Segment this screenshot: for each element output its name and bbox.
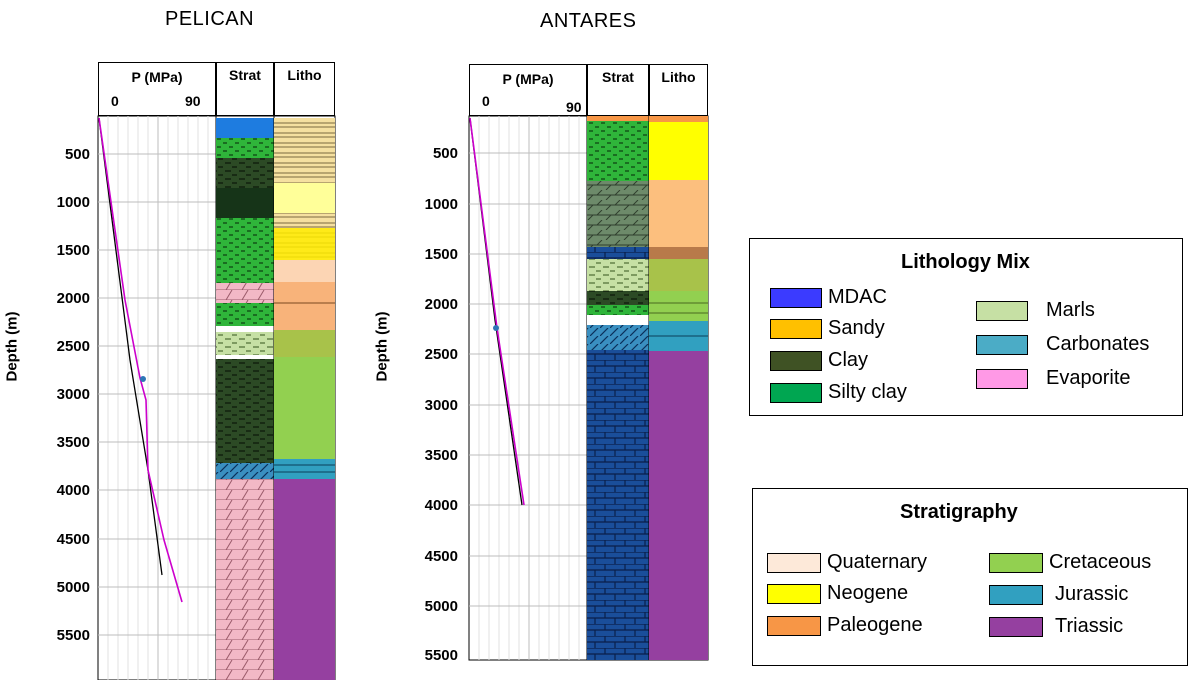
pelican-litho-column xyxy=(273,115,336,680)
depth-tick: 1000 xyxy=(424,196,458,213)
pelican-pressure-curve xyxy=(98,117,183,603)
pressure-min-label: 0 xyxy=(482,93,490,109)
legend-swatch xyxy=(767,583,821,604)
depth-tick: 4500 xyxy=(424,548,458,565)
pelican-pressure-header: P (MPa) 0 90 xyxy=(98,62,216,116)
depth-tick: 2500 xyxy=(424,346,458,363)
depth-tick: 5000 xyxy=(424,598,458,615)
legend-item-evaporite: Evaporite xyxy=(976,367,1131,390)
pressure-min-label: 0 xyxy=(111,93,119,109)
well-title-antares: ANTARES xyxy=(540,10,637,32)
depth-tick: 2000 xyxy=(424,296,458,313)
legend-swatch xyxy=(976,300,1028,321)
lithology-legend-title: Lithology Mix xyxy=(901,251,1030,273)
legend-label: Jurassic xyxy=(1055,583,1129,605)
antares-litho-column xyxy=(648,115,709,661)
legend-item-paleogene: Paleogene xyxy=(767,614,923,637)
depth-tick: 3000 xyxy=(56,386,90,403)
legend-swatch xyxy=(989,616,1043,637)
legend-item-silty-clay: Silty clay xyxy=(770,381,907,404)
legend-item-clay: Clay xyxy=(770,349,868,372)
depth-tick: 4000 xyxy=(424,497,458,514)
depth-tick: 3500 xyxy=(424,447,458,464)
legend-item-marls: Marls xyxy=(976,299,1095,322)
legend-label: Triassic xyxy=(1055,615,1124,637)
legend-label: MDAC xyxy=(828,286,887,308)
depth-tick: 5500 xyxy=(424,647,458,664)
legend-item-jurassic: Jurassic xyxy=(989,583,1128,606)
pelican-hydrostatic-line xyxy=(98,117,163,576)
depth-tick: 4500 xyxy=(56,531,90,548)
legend-item-triassic: Triassic xyxy=(989,615,1123,638)
legend-swatch xyxy=(976,368,1028,389)
legend-label: Clay xyxy=(828,349,869,371)
depth-tick: 3500 xyxy=(56,434,90,451)
pressure-header-label: P (MPa) xyxy=(502,71,554,87)
depth-tick: 500 xyxy=(64,146,90,163)
depth-tick: 2500 xyxy=(56,338,90,355)
depth-tick: 3000 xyxy=(424,397,458,414)
depth-tick: 1500 xyxy=(56,242,90,259)
legend-label: Paleogene xyxy=(827,614,923,636)
depth-tick: 500 xyxy=(432,145,458,162)
legend-label: Quaternary xyxy=(827,551,928,573)
lithology-legend: Lithology Mix MDAC Sandy Clay Silty clay… xyxy=(749,238,1183,416)
depth-tick: 1000 xyxy=(56,194,90,211)
pelican-strat-header: Strat xyxy=(216,62,274,116)
antares-strat-column xyxy=(586,115,650,661)
legend-label: Marls xyxy=(1046,299,1095,321)
pressure-max-label: 90 xyxy=(566,99,582,115)
legend-label: Sandy xyxy=(828,317,885,339)
legend-swatch xyxy=(770,382,822,403)
well-log-drawing xyxy=(97,115,709,680)
pelican-litho-header: Litho xyxy=(274,62,335,116)
pelican-pressure-point xyxy=(140,376,146,382)
antares-pressure-track xyxy=(468,115,588,661)
legend-label: Evaporite xyxy=(1046,367,1131,389)
depth-tick: 2000 xyxy=(56,290,90,307)
depth-tick: 4000 xyxy=(56,482,90,499)
legend-item-neogene: Neogene xyxy=(767,582,908,605)
depth-tick: 5500 xyxy=(56,627,90,644)
antares-litho-header: Litho xyxy=(649,64,708,116)
pressure-header-label: P (MPa) xyxy=(131,69,183,85)
pelican-pressure-track xyxy=(97,115,217,680)
legend-swatch xyxy=(989,584,1043,605)
antares-strat-header: Strat xyxy=(587,64,649,116)
legend-item-mdac: MDAC xyxy=(770,286,887,309)
legend-item-carbonates: Carbonates xyxy=(976,333,1149,356)
legend-swatch xyxy=(770,287,822,308)
legend-label: Cretaceous xyxy=(1049,551,1152,573)
legend-label: Silty clay xyxy=(828,381,907,403)
depth-tick: 5000 xyxy=(56,579,90,596)
pressure-max-label: 90 xyxy=(185,93,201,109)
legend-swatch xyxy=(767,615,821,636)
legend-swatch xyxy=(767,552,821,573)
legend-label: Neogene xyxy=(827,582,909,604)
antares-pressure-point xyxy=(493,325,499,331)
legend-item-cretaceous: Cretaceous xyxy=(989,551,1151,574)
pelican-strat-column xyxy=(215,115,275,680)
legend-item-quaternary: Quaternary xyxy=(767,551,927,574)
legend-swatch xyxy=(770,350,822,371)
antares-pressure-header: P (MPa) 0 90 xyxy=(469,64,587,116)
legend-swatch xyxy=(989,552,1043,573)
stratigraphy-legend-title: Stratigraphy xyxy=(900,501,1018,523)
legend-swatch xyxy=(976,334,1028,355)
legend-item-sandy: Sandy xyxy=(770,317,885,340)
legend-label: Carbonates xyxy=(1046,333,1150,355)
legend-swatch xyxy=(770,318,822,339)
depth-tick: 1500 xyxy=(424,246,458,263)
well-title-pelican: PELICAN xyxy=(165,8,255,30)
stratigraphy-legend: Stratigraphy Quaternary Neogene Paleogen… xyxy=(752,488,1188,666)
